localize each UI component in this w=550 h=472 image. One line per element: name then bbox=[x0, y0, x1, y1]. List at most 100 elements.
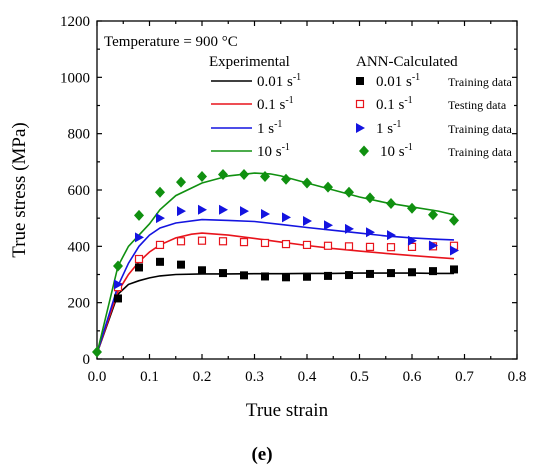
y-tick-label: 200 bbox=[68, 296, 91, 312]
ann-point-0 bbox=[429, 267, 437, 276]
ann-point-3 bbox=[134, 209, 144, 221]
y-axis-label: True stress (MPa) bbox=[9, 122, 30, 257]
legend-marker-1 bbox=[355, 99, 365, 109]
legend-marker-3 bbox=[359, 145, 369, 157]
ann-point-2 bbox=[408, 235, 417, 246]
ann-point-1 bbox=[344, 242, 354, 251]
ann-point-3 bbox=[92, 346, 102, 358]
ann-point-1 bbox=[260, 238, 270, 248]
ann-point-2 bbox=[387, 230, 396, 241]
ann-point-0 bbox=[261, 272, 269, 281]
x-tick-label: 0.4 bbox=[298, 369, 317, 385]
y-tick-label: 800 bbox=[68, 127, 91, 143]
ann-point-2 bbox=[177, 206, 186, 217]
ann-point-2 bbox=[198, 204, 207, 215]
ann-point-1 bbox=[155, 240, 165, 250]
ann-point-2 bbox=[261, 208, 270, 219]
ann-point-0 bbox=[156, 257, 164, 266]
experimental-line-0 bbox=[96, 272, 454, 354]
x-tick-label: 0.2 bbox=[193, 369, 212, 385]
x-tick-label: 0.3 bbox=[245, 369, 264, 385]
legend-line-label-2: 1 s-1 bbox=[257, 119, 282, 137]
ann-point-3 bbox=[428, 209, 438, 221]
ann-point-1 bbox=[365, 242, 375, 251]
y-tick-label: 1200 bbox=[60, 14, 90, 30]
x-tick-label: 0.5 bbox=[350, 369, 369, 385]
ann-point-1 bbox=[386, 243, 396, 252]
legend-kind-0: Training data bbox=[448, 75, 513, 89]
ann-point-1 bbox=[218, 237, 228, 246]
legend-marker-0 bbox=[356, 77, 364, 85]
ann-point-3 bbox=[218, 169, 228, 181]
experimental-line-2 bbox=[96, 218, 455, 354]
ann-point-2 bbox=[156, 213, 165, 224]
y-tick-label: 600 bbox=[68, 183, 91, 199]
ann-point-1 bbox=[323, 241, 333, 250]
legend-line-label-3: 10 s-1 bbox=[257, 142, 290, 160]
ann-point-3 bbox=[239, 169, 249, 181]
ann-point-0 bbox=[135, 263, 143, 272]
y-tick-label: 0 bbox=[83, 352, 91, 368]
ann-point-3 bbox=[281, 173, 291, 185]
ann-point-1 bbox=[281, 239, 291, 249]
ann-point-1 bbox=[197, 236, 207, 245]
legend-marker-label-3: 10 s-1 bbox=[380, 142, 413, 160]
legend-marker-2 bbox=[356, 123, 365, 133]
x-tick-label: 0.6 bbox=[403, 369, 422, 385]
ann-point-3 bbox=[344, 186, 354, 198]
legend-kind-3: Training data bbox=[448, 145, 513, 159]
legend-marker-label-0: 0.01 s-1 bbox=[376, 72, 420, 90]
x-tick-label: 0.8 bbox=[508, 369, 527, 385]
ann-point-0 bbox=[408, 268, 416, 277]
legend-kind-2: Training data bbox=[448, 122, 513, 136]
ann-point-2 bbox=[282, 212, 291, 223]
ann-point-0 bbox=[345, 271, 353, 280]
legend: Experimental ANN-Calculated 0.01 s-1 0.01… bbox=[209, 54, 513, 160]
ann-point-3 bbox=[323, 181, 333, 193]
ann-point-2 bbox=[366, 227, 375, 238]
experimental-line-1 bbox=[96, 232, 455, 354]
legend-line-label-0: 0.01 s-1 bbox=[257, 72, 301, 90]
ann-point-0 bbox=[198, 266, 206, 275]
ann-point-3 bbox=[113, 260, 123, 272]
tick-labels: 0.0 0.1 0.2 0.3 0.4 0.5 0.6 0.7 0.8 0 200 400 600 800… bbox=[60, 14, 526, 385]
ann-point-0 bbox=[282, 273, 290, 282]
ann-point-3 bbox=[197, 170, 207, 182]
x-tick-label: 0.1 bbox=[140, 369, 159, 385]
ann-point-2 bbox=[429, 240, 438, 251]
legend-kind-1: Testing data bbox=[448, 98, 507, 112]
ann-point-3 bbox=[302, 177, 312, 189]
legend-header-ann: ANN-Calculated bbox=[356, 54, 458, 70]
ann-point-2 bbox=[450, 245, 459, 256]
x-axis-label: True strain bbox=[246, 400, 329, 421]
ann-point-0 bbox=[387, 269, 395, 278]
ann-point-0 bbox=[303, 272, 311, 281]
x-tick-label: 0.7 bbox=[455, 369, 474, 385]
axis-ticks bbox=[96, 20, 518, 360]
ann-point-2 bbox=[135, 232, 144, 243]
ann-point-3 bbox=[386, 198, 396, 210]
legend-marker-label-2: 1 s-1 bbox=[376, 119, 401, 137]
ann-point-3 bbox=[407, 202, 417, 214]
legend-header-experimental: Experimental bbox=[209, 54, 290, 70]
ann-point-3 bbox=[449, 214, 459, 226]
ann-point-1 bbox=[176, 237, 186, 246]
ann-point-3 bbox=[365, 192, 375, 204]
panel-label: (e) bbox=[251, 444, 272, 465]
ann-point-0 bbox=[366, 269, 374, 278]
ann-point-2 bbox=[324, 220, 333, 231]
ann-point-2 bbox=[303, 215, 312, 226]
ann-point-3 bbox=[176, 176, 186, 188]
legend-line-label-1: 0.1 s-1 bbox=[257, 95, 294, 113]
ann-point-0 bbox=[177, 260, 185, 269]
x-tick-label: 0.0 bbox=[88, 369, 107, 385]
ann-point-1 bbox=[302, 240, 312, 250]
y-tick-label: 400 bbox=[68, 239, 91, 255]
legend-marker-label-1: 0.1 s-1 bbox=[376, 95, 413, 113]
ann-point-3 bbox=[155, 186, 165, 198]
ann-point-0 bbox=[450, 265, 458, 274]
ann-point-0 bbox=[114, 294, 122, 303]
ann-point-2 bbox=[345, 223, 354, 234]
ann-point-0 bbox=[219, 269, 227, 278]
